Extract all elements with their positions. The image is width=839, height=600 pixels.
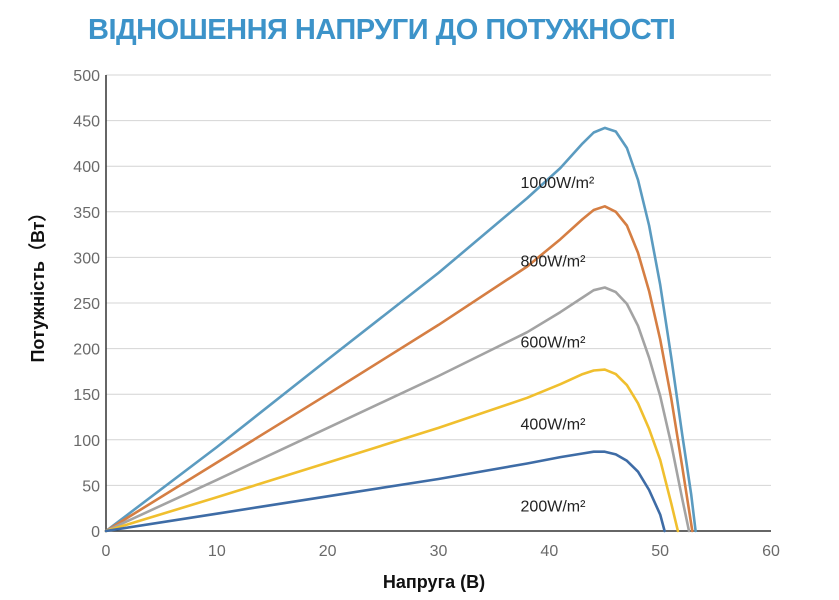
x-axis-label: Напруга (В) (383, 572, 485, 592)
chart-title: ВІДНОШЕННЯ НАПРУГИ ДО ПОТУЖНОСТІ (88, 14, 676, 46)
y-tick-label: 200 (73, 342, 100, 359)
y-tick-label: 50 (82, 478, 100, 495)
grid-lines (106, 74, 771, 486)
y-tick-label: 350 (73, 205, 100, 222)
x-tick-label: 40 (540, 543, 558, 560)
series-lines (104, 126, 697, 533)
series-label: 400W/m² (521, 417, 587, 434)
y-tick-label: 400 (73, 159, 100, 176)
x-tick-label: 20 (319, 543, 337, 560)
series-label: 1000W/m² (521, 175, 595, 192)
x-tick-label: 60 (762, 543, 780, 560)
series-line (104, 368, 680, 533)
x-tick-label: 50 (651, 543, 669, 560)
y-axis-ticks: 0 50 100 150 200 250 300 350 400 450 500 (73, 68, 100, 541)
series-line (104, 450, 666, 533)
series-labels: 1000W/m² 800W/m² 600W/m² 400W/m² 200W/m² (521, 175, 595, 516)
x-tick-label: 30 (430, 543, 448, 560)
y-tick-label: 300 (73, 250, 100, 267)
x-axis-ticks: 0 10 20 30 40 50 60 (102, 543, 780, 560)
y-tick-label: 0 (91, 524, 100, 541)
axes (105, 75, 771, 532)
series-line (104, 126, 697, 533)
y-tick-label: 150 (73, 387, 100, 404)
series-line (104, 205, 694, 533)
y-tick-label: 500 (73, 68, 100, 85)
series-label: 800W/m² (521, 253, 587, 270)
x-tick-label: 0 (102, 543, 111, 560)
x-tick-label: 10 (208, 543, 226, 560)
y-tick-label: 100 (73, 433, 100, 450)
y-tick-label: 250 (73, 296, 100, 313)
series-label: 600W/m² (521, 334, 587, 351)
y-axis-label: Потужність（Вт） (28, 203, 48, 362)
series-line (104, 286, 691, 533)
series-label: 200W/m² (521, 499, 587, 516)
y-tick-label: 450 (73, 114, 100, 131)
